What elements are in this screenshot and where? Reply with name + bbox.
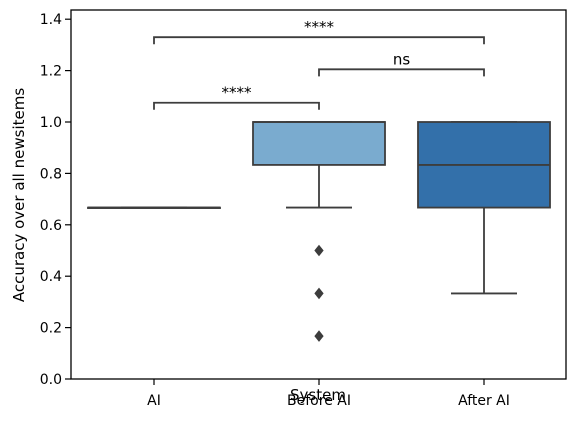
y-tick-label: 0.4 (40, 269, 62, 285)
y-tick-label: 1.0 (40, 115, 62, 131)
y-tick-label: 0.8 (40, 166, 62, 182)
plot-marks: **** ns **** (87, 18, 551, 342)
y-tick-label: 0.6 (40, 218, 62, 234)
box-ai (87, 206, 221, 209)
x-axis: AI Before AI After AI (147, 379, 510, 409)
significance-bracket: **** (153, 18, 485, 45)
significance-label: **** (304, 18, 335, 36)
x-tick-label: Before AI (287, 393, 351, 409)
significance-label: ns (393, 50, 411, 68)
outlier-point (314, 330, 324, 342)
bracket-line (318, 68, 485, 77)
x-tick-label: After AI (458, 393, 510, 409)
bracket-line (153, 36, 485, 45)
y-tick-label: 0.0 (40, 372, 62, 388)
significance-bracket: **** (153, 84, 320, 110)
y-axis: 0.0 0.2 0.4 0.6 0.8 1.0 1.2 1.4 (40, 12, 71, 388)
bracket-line (153, 101, 320, 110)
box-after-ai (417, 121, 551, 295)
box-iqr (252, 121, 386, 166)
significance-bracket: ns (318, 50, 485, 77)
x-tick-label: AI (147, 393, 161, 409)
y-axis-label: Accuracy over all newsitems (10, 88, 28, 302)
y-tick-label: 1.2 (40, 64, 62, 80)
outlier-point (314, 244, 324, 257)
y-tick-label: 1.4 (40, 12, 62, 28)
y-tick-label: 0.2 (40, 321, 62, 337)
outlier-point (314, 287, 324, 300)
box-before-ai (252, 121, 386, 342)
significance-label: **** (222, 84, 253, 102)
x-axis-label: System (290, 386, 346, 404)
